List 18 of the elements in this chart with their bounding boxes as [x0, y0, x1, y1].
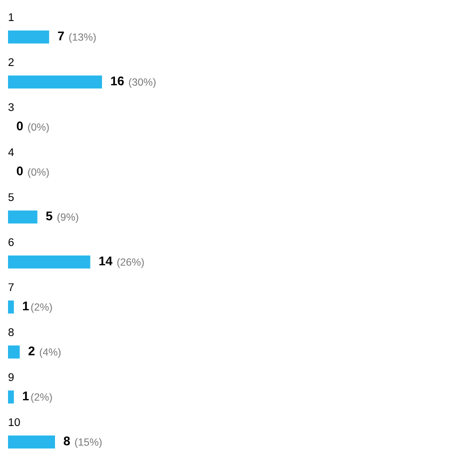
data-label: 14 (26%): [99, 256, 144, 268]
y-tick-label: 8: [8, 328, 14, 336]
y-tick-label: 10: [8, 418, 20, 426]
y-tick-label: 5: [8, 193, 14, 202]
data-label: 8 (15%): [64, 436, 102, 448]
data-label: 2 (4%): [28, 346, 61, 358]
data-label: 0 (0%): [16, 122, 49, 133]
y-tick-label: 4: [8, 148, 14, 156]
y-tick-label: 9: [8, 373, 14, 382]
data-label: 16 (30%): [111, 76, 156, 88]
data-label: 7 (13%): [58, 32, 96, 43]
y-tick-label: 2: [8, 58, 14, 66]
y-tick-label: 1: [8, 13, 14, 21]
data-label: 5 (9%): [46, 212, 78, 223]
y-tick-label: 3: [8, 103, 14, 112]
y-tick-label: 7: [8, 283, 14, 291]
y-tick-label: 6: [8, 238, 14, 246]
data-label: 0 (0%): [16, 166, 49, 178]
